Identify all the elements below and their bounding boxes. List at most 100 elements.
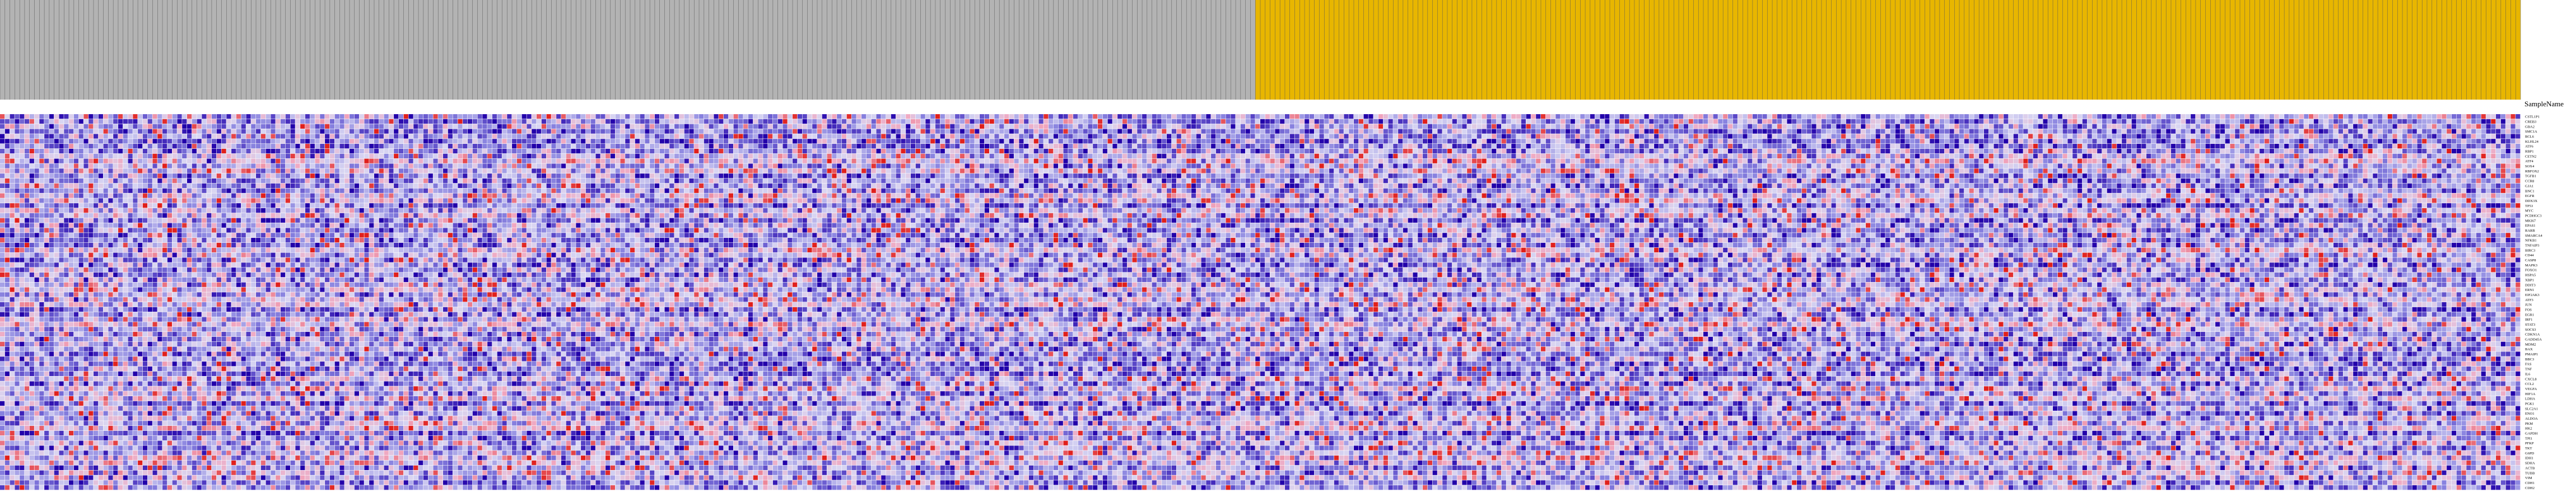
heatmap-cell bbox=[1541, 129, 1545, 134]
heatmap-cell bbox=[2516, 119, 2520, 124]
heatmap-cell bbox=[1059, 119, 1063, 124]
heatmap-cell bbox=[2102, 124, 2107, 129]
heatmap-cell bbox=[1108, 124, 1112, 129]
heatmap-cell bbox=[207, 119, 211, 124]
heatmap-cell bbox=[1334, 119, 1339, 124]
heatmap-cell bbox=[2481, 134, 2486, 138]
heatmap-cell bbox=[2442, 124, 2446, 129]
heatmap-cell bbox=[1315, 124, 1319, 129]
heatmap-cell bbox=[2496, 114, 2500, 119]
heatmap-cell bbox=[1895, 124, 1900, 129]
heatmap-cell bbox=[1014, 119, 1019, 124]
heatmap-cell bbox=[2383, 134, 2387, 138]
heatmap-cell bbox=[537, 134, 541, 138]
heatmap-cell bbox=[1645, 134, 1649, 138]
heatmap-cell bbox=[2004, 124, 2008, 129]
heatmap-cell bbox=[1389, 114, 1393, 119]
heatmap-cell bbox=[1477, 119, 1482, 124]
heatmap-cell bbox=[2191, 129, 2195, 134]
heatmap-cell bbox=[482, 119, 487, 124]
heatmap-cell bbox=[2088, 114, 2092, 119]
heatmap-cell bbox=[295, 129, 300, 134]
heatmap-cell bbox=[2004, 114, 2008, 119]
heatmap-cell bbox=[1964, 124, 1969, 129]
heatmap-cell bbox=[492, 129, 497, 134]
heatmap-cell bbox=[2516, 114, 2520, 119]
heatmap-cell bbox=[1108, 129, 1112, 134]
heatmap-cell bbox=[2339, 129, 2343, 134]
heatmap-cell bbox=[1319, 129, 1324, 134]
heatmap-cell bbox=[394, 129, 398, 134]
heatmap-cell bbox=[2510, 134, 2515, 138]
heatmap-cell bbox=[108, 129, 113, 134]
heatmap-cell bbox=[276, 124, 280, 129]
heatmap-cell bbox=[507, 129, 511, 134]
heatmap-cell bbox=[1777, 119, 1782, 124]
heatmap-cell bbox=[2215, 134, 2220, 138]
heatmap-cell bbox=[2294, 114, 2299, 119]
heatmap-cell bbox=[901, 129, 905, 134]
heatmap-cell bbox=[1019, 114, 1023, 119]
heatmap-cell bbox=[576, 114, 580, 119]
heatmap-cell bbox=[2353, 124, 2358, 129]
heatmap-cell bbox=[616, 119, 620, 124]
heatmap-cell bbox=[1807, 124, 1811, 129]
heatmap-cell bbox=[1866, 129, 1870, 134]
heatmap-cell bbox=[719, 134, 723, 138]
heatmap-cell bbox=[2033, 124, 2038, 129]
heatmap-cell bbox=[231, 114, 236, 119]
heatmap-cell bbox=[753, 124, 758, 129]
heatmap-cell bbox=[1413, 129, 1417, 134]
heatmap-cell bbox=[2127, 119, 2131, 124]
heatmap-cell bbox=[2014, 129, 2018, 134]
heatmap-cell bbox=[1398, 124, 1403, 129]
heatmap-cell bbox=[2240, 129, 2244, 134]
heatmap-cell bbox=[1472, 114, 1476, 119]
heatmap-cell bbox=[1787, 124, 1791, 129]
heatmap-cell bbox=[1112, 114, 1117, 119]
heatmap-cell bbox=[2107, 134, 2112, 138]
heatmap-cell bbox=[1073, 114, 1078, 119]
heatmap-cell bbox=[965, 134, 970, 138]
heatmap-cell bbox=[197, 119, 202, 124]
heatmap-cell bbox=[684, 124, 689, 129]
heatmap-cell bbox=[1629, 129, 1634, 134]
heatmap-cell bbox=[1767, 124, 1772, 129]
heatmap-cell bbox=[1851, 129, 1856, 134]
heatmap-cell bbox=[2225, 114, 2230, 119]
heatmap-cell bbox=[1876, 124, 1880, 129]
heatmap-cell bbox=[236, 129, 241, 134]
heatmap-cell bbox=[374, 124, 379, 129]
heatmap-cell bbox=[616, 134, 620, 138]
heatmap-cell bbox=[10, 114, 15, 119]
heatmap-cell bbox=[507, 119, 511, 124]
heatmap-cell bbox=[1703, 114, 1708, 119]
heatmap-cell bbox=[2437, 129, 2442, 134]
heatmap-cell bbox=[2146, 124, 2151, 129]
heatmap-cell bbox=[1083, 114, 1088, 119]
heatmap-cell bbox=[413, 129, 418, 134]
heatmap-cell bbox=[1389, 124, 1393, 129]
heatmap-cell bbox=[1698, 129, 1703, 134]
heatmap-cell bbox=[123, 119, 128, 124]
heatmap-cell bbox=[2299, 129, 2303, 134]
heatmap-cell bbox=[1753, 124, 1757, 129]
heatmap-cell bbox=[443, 124, 448, 129]
heatmap-cell bbox=[443, 114, 448, 119]
heatmap-cell bbox=[1290, 114, 1294, 119]
heatmap-cell bbox=[2260, 134, 2264, 138]
heatmap-cell bbox=[59, 119, 63, 124]
heatmap-cell bbox=[852, 114, 856, 119]
heatmap-cell bbox=[2220, 129, 2225, 134]
heatmap-cell bbox=[256, 129, 260, 134]
heatmap-cell bbox=[1290, 134, 1294, 138]
heatmap-cell bbox=[852, 129, 856, 134]
heatmap-cell bbox=[1935, 124, 1939, 129]
heatmap-cell bbox=[1088, 124, 1092, 129]
heatmap-cell bbox=[1792, 119, 1796, 124]
heatmap-cell bbox=[1477, 114, 1482, 119]
heatmap-cell bbox=[305, 124, 310, 129]
heatmap-cell bbox=[1049, 119, 1053, 124]
heatmap-cell bbox=[2083, 134, 2087, 138]
heatmap-cell bbox=[83, 134, 88, 138]
